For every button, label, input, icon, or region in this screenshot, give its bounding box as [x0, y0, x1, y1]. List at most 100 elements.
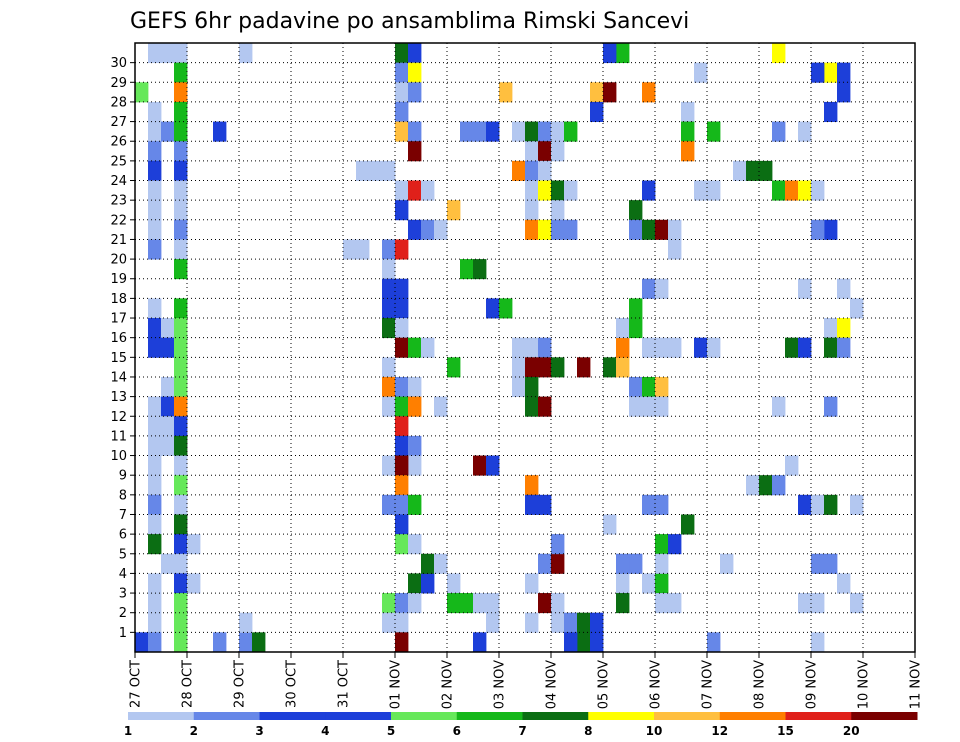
legend-swatch — [325, 712, 392, 720]
heatmap-cell — [174, 200, 188, 221]
heatmap-cell — [538, 160, 552, 181]
heatmap-cell — [382, 278, 396, 299]
heatmap-cell — [408, 141, 422, 162]
legend-label: 6 — [453, 724, 461, 738]
heatmap-cell — [824, 396, 838, 417]
heatmap-cell — [525, 357, 539, 378]
y-tick-label: 4 — [119, 567, 127, 582]
x-tick-label: 27 OCT — [129, 660, 144, 708]
heatmap-cell — [590, 101, 604, 122]
heatmap-cell — [642, 278, 656, 299]
y-tick-label: 23 — [110, 194, 127, 209]
heatmap-cell — [655, 573, 669, 594]
heatmap-cell — [642, 396, 656, 417]
legend-swatch — [259, 712, 326, 720]
heatmap-cell — [538, 357, 552, 378]
heatmap-cell — [642, 376, 656, 398]
heatmap-cell — [655, 219, 669, 240]
heatmap-cell — [148, 494, 162, 515]
legend-label: 4 — [321, 724, 329, 738]
heatmap-cell — [525, 219, 539, 240]
heatmap-cell — [148, 239, 162, 260]
y-tick-label: 5 — [119, 547, 127, 562]
heatmap-cell — [551, 593, 565, 614]
heatmap-cell — [655, 534, 669, 555]
heatmap-cell — [694, 180, 708, 201]
heatmap-cell — [421, 573, 435, 594]
heatmap-cell — [395, 593, 409, 614]
legend-swatch — [456, 712, 523, 720]
heatmap-cell — [174, 475, 188, 496]
heatmap-cell — [174, 160, 188, 181]
y-tick-label: 24 — [110, 174, 127, 189]
heatmap-cell — [811, 494, 825, 515]
y-tick-label: 6 — [119, 528, 127, 543]
y-tick-label: 3 — [119, 587, 127, 602]
heatmap-cell — [486, 593, 500, 614]
heatmap-cell — [356, 239, 370, 260]
heatmap-cell — [512, 121, 526, 142]
heatmap-cell — [460, 259, 474, 280]
heatmap-cell — [642, 219, 656, 240]
heatmap-cell — [421, 180, 435, 201]
heatmap-cell — [616, 337, 630, 358]
color-legend: 1 2 3 4 5 6 7 8 10 12 15 20 — [124, 712, 918, 738]
heatmap-cell — [408, 43, 422, 64]
heatmap-cell — [798, 180, 812, 201]
heatmap-cells — [135, 43, 864, 653]
heatmap-cell — [174, 43, 188, 64]
heatmap-cell — [356, 160, 370, 181]
heatmap-cell — [148, 43, 162, 64]
heatmap-cell — [824, 318, 838, 339]
heatmap-cell — [629, 318, 643, 339]
heatmap-cell — [395, 534, 409, 555]
heatmap-cell — [798, 494, 812, 515]
heatmap-cell — [174, 239, 188, 260]
heatmap-cell — [564, 632, 578, 653]
heatmap-cell — [499, 298, 513, 319]
heatmap-cell — [395, 475, 409, 496]
heatmap-cell — [174, 298, 188, 319]
heatmap-cell — [551, 357, 565, 378]
heatmap-cell — [824, 101, 838, 122]
heatmap-cell — [499, 82, 513, 103]
heatmap-cell — [512, 376, 526, 398]
heatmap-cell — [811, 219, 825, 240]
heatmap-cell — [525, 121, 539, 142]
heatmap-cell — [382, 357, 396, 378]
heatmap-cell — [395, 239, 409, 260]
heatmap-cell — [538, 121, 552, 142]
heatmap-cell — [525, 494, 539, 515]
legend-label: 20 — [843, 724, 860, 738]
heatmap-cell — [850, 298, 864, 319]
heatmap-cell — [148, 141, 162, 162]
heatmap-cell — [798, 278, 812, 299]
heatmap-cell — [460, 593, 474, 614]
x-tick-label: 06 NOV — [649, 660, 664, 709]
heatmap-cell — [785, 337, 799, 358]
heatmap-cell — [837, 82, 851, 103]
heatmap-cell — [382, 318, 396, 339]
heatmap-cell — [382, 298, 396, 319]
heatmap-cell — [707, 180, 721, 201]
heatmap-cell — [720, 553, 734, 574]
chart-title: GEFS 6hr padavine po ansamblima Rimski S… — [130, 9, 689, 34]
legend-label: 12 — [711, 724, 728, 738]
heatmap-cell — [525, 396, 539, 417]
legend-label: 1 — [124, 724, 132, 738]
heatmap-cell — [629, 553, 643, 574]
y-tick-label: 14 — [110, 370, 127, 385]
y-tick-label: 13 — [110, 390, 127, 405]
heatmap-cell — [616, 43, 630, 64]
heatmap-cell — [837, 337, 851, 358]
y-tick-label: 9 — [119, 469, 127, 484]
heatmap-cell — [421, 219, 435, 240]
heatmap-cell — [434, 219, 448, 240]
heatmap-cell — [395, 435, 409, 456]
x-tick-label: 03 NOV — [493, 660, 508, 709]
heatmap-cell — [655, 553, 669, 574]
heatmap-cell — [408, 82, 422, 103]
x-tick-label: 08 NOV — [753, 660, 768, 709]
heatmap-cell — [681, 514, 695, 535]
